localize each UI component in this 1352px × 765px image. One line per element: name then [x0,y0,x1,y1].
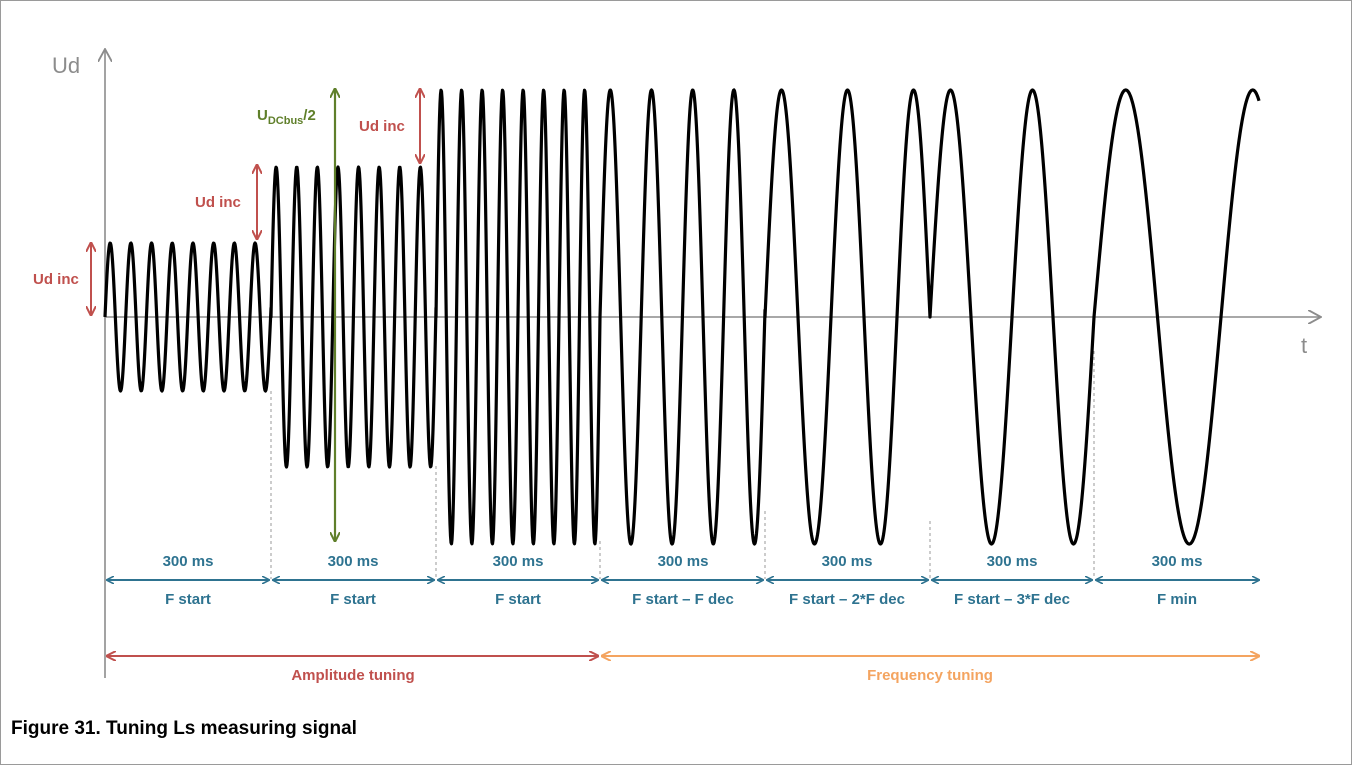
segment-frequency-2: F start [330,591,376,608]
segment-frequency-7: F min [1157,591,1197,608]
segment-frequency-1: F start [165,591,211,608]
segment-frequency-4: F start – F dec [632,591,734,608]
signal-waveform [103,88,1261,546]
x-axis-label: t [1301,333,1307,358]
segment-duration-5: 300 ms [822,553,873,570]
diagram: Ud t Ud inc Ud inc Ud inc UDCbus/2 [33,1,1351,684]
segment-frequency-6: F start – 3*F dec [954,591,1070,608]
figure-caption: Figure 31. Tuning Ls measuring signal [11,718,357,739]
ud-inc-label-3: Ud inc [359,118,405,135]
ud-inc-label-2: Ud inc [195,194,241,211]
segment-duration-1: 300 ms [163,553,214,570]
udcbus-label-tail: /2 [303,107,316,124]
y-axis-label: Ud [52,53,80,78]
ud-inc-label-1: Ud inc [33,271,79,288]
segment-duration-3: 300 ms [493,553,544,570]
segment-duration-4: 300 ms [658,553,709,570]
udcbus-label-sub: DCbus [268,115,303,127]
segment-duration-6: 300 ms [987,553,1038,570]
segment-frequency-3: F start [495,591,541,608]
frequency-tuning-label: Frequency tuning [867,667,993,684]
amplitude-tuning-label: Amplitude tuning [291,667,414,684]
segment-duration-2: 300 ms [328,553,379,570]
segment-frequency-5: F start – 2*F dec [789,591,905,608]
udcbus-label: UDCbus/2 [257,107,316,127]
segment-duration-7: 300 ms [1152,553,1203,570]
udcbus-label-main: U [257,107,268,124]
segment-boundaries [270,351,1095,579]
